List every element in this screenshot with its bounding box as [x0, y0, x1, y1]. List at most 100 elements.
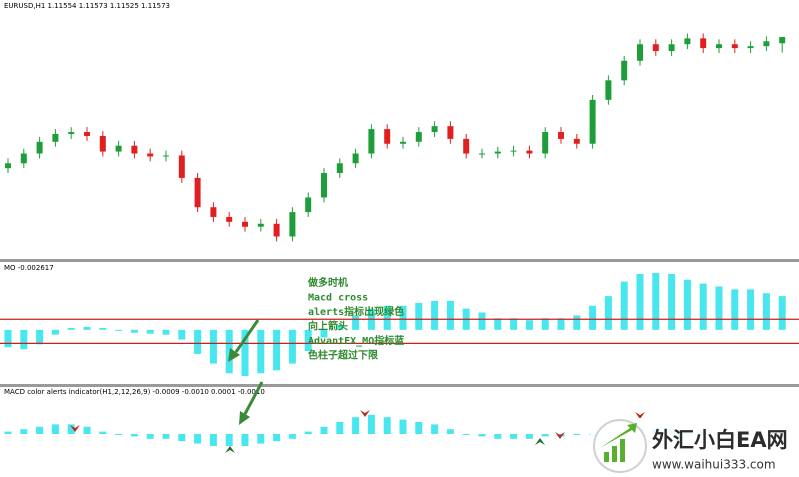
logo-bar — [620, 439, 625, 462]
histogram-bar — [573, 315, 581, 330]
histogram-bar — [494, 434, 502, 439]
arrow-head — [228, 348, 240, 362]
histogram-bar — [494, 318, 502, 330]
candle-body — [289, 212, 296, 237]
histogram-bar — [162, 329, 170, 335]
candle-body — [621, 60, 628, 81]
histogram-bar — [478, 312, 486, 330]
candle-body — [178, 155, 185, 178]
histogram-bar — [462, 434, 470, 435]
candle-body — [731, 44, 738, 49]
watermark-url: www.waihui333.com — [652, 458, 776, 472]
annotation: 做多时机 Macd crossalerts指标出现绿色向上箭头AdvantFX_M… — [307, 276, 404, 362]
candle-body — [542, 132, 549, 154]
histogram-bar — [99, 431, 107, 434]
histogram-bar — [589, 305, 597, 330]
annotation-line: alerts指标出现绿色 — [308, 305, 404, 318]
arrow-head — [239, 411, 250, 425]
histogram-bar — [288, 329, 296, 364]
sell-arrow — [635, 412, 645, 419]
histogram-bar — [304, 329, 312, 352]
separator — [0, 384, 799, 387]
price-header: EURUSD,H1 1.11554 1.11573 1.11525 1.1157… — [4, 2, 170, 10]
histogram-bar — [273, 329, 281, 371]
histogram-bar — [383, 305, 391, 330]
histogram-bar — [273, 434, 281, 442]
histogram-bar — [288, 434, 296, 439]
histogram-bar — [383, 417, 391, 434]
logo-bar — [612, 446, 617, 462]
annotation-line: 做多时机 — [307, 276, 348, 289]
histogram-bar — [431, 300, 439, 330]
histogram-bar — [352, 417, 360, 434]
candle-body — [131, 145, 138, 154]
histogram-bar — [510, 434, 518, 439]
histogram-bar — [336, 325, 344, 330]
candle-body — [115, 145, 122, 152]
histogram-bar — [99, 327, 107, 330]
annotation-line: Macd cross — [308, 293, 368, 304]
candle-body — [20, 153, 27, 164]
watermark-name: 外汇小白EA网 — [652, 428, 788, 452]
histogram-bar — [415, 302, 423, 330]
arrow-line — [243, 381, 264, 415]
candle-body — [415, 132, 422, 142]
histogram-bar — [557, 318, 565, 330]
histogram-bar — [257, 329, 265, 374]
candle-body — [700, 38, 707, 49]
histogram-bar — [399, 305, 407, 330]
candle-body — [589, 99, 596, 144]
candle-body — [321, 173, 327, 198]
macd-header: MACD color alerts indicator(H1,2,12,26,9… — [4, 388, 265, 396]
candle-body — [305, 197, 312, 213]
histogram-bar — [146, 329, 154, 334]
candle-body — [84, 132, 90, 136]
logo-arrow — [600, 423, 637, 448]
histogram-bar — [4, 329, 12, 348]
histogram-bar — [257, 434, 265, 444]
histogram-bar — [194, 434, 202, 444]
candle-body — [463, 138, 470, 154]
histogram-bar — [525, 434, 533, 439]
histogram-bar — [478, 434, 486, 437]
histogram-bar — [320, 426, 328, 434]
candle-body — [431, 126, 438, 133]
histogram-bar — [541, 318, 549, 330]
histogram-bar — [573, 434, 581, 435]
plot — [0, 33, 799, 446]
histogram-bar — [20, 329, 28, 350]
histogram-bar — [352, 315, 360, 330]
histogram-bar — [320, 329, 328, 338]
histogram-bar — [415, 422, 423, 434]
histogram-bar — [115, 329, 123, 331]
candle-body — [763, 41, 770, 47]
histogram-bar — [778, 296, 786, 330]
histogram-bar — [541, 434, 549, 437]
separator — [0, 259, 799, 262]
histogram-bar — [115, 434, 123, 435]
candle-body — [652, 44, 659, 52]
candle-body — [163, 155, 169, 157]
histogram-bar — [36, 426, 44, 434]
histogram-bar — [399, 419, 407, 434]
histogram-bar — [83, 326, 91, 330]
arrow-line — [234, 319, 260, 353]
histogram-bar — [51, 329, 59, 335]
candle-body — [716, 44, 722, 49]
histogram-bar — [668, 273, 676, 330]
candle-body — [400, 141, 406, 144]
candle-body — [605, 80, 612, 100]
histogram-bar — [762, 293, 770, 330]
candle-body — [5, 163, 11, 169]
histogram-bar — [683, 279, 691, 330]
sell-arrow — [360, 410, 370, 417]
logo-bar — [604, 452, 609, 462]
histogram-bar — [604, 296, 612, 330]
sell-arrow — [70, 425, 80, 432]
candle-body — [68, 132, 75, 134]
candle-body — [510, 150, 517, 152]
sell-arrow — [555, 432, 565, 439]
histogram-bar — [715, 286, 723, 330]
candle-body — [257, 223, 264, 227]
